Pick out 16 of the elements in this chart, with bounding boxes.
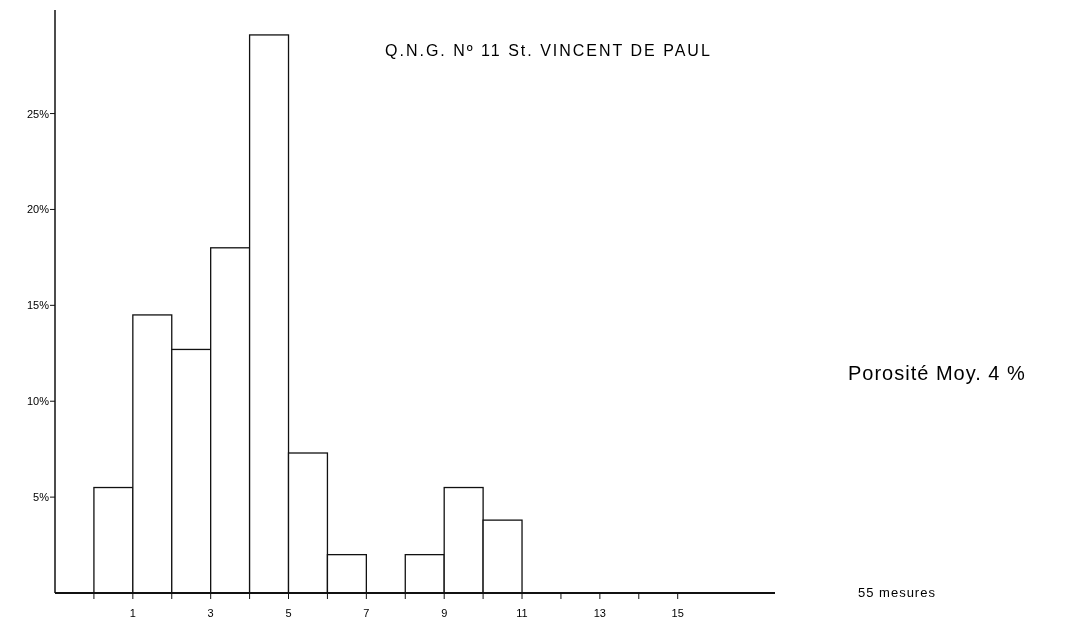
y-tick-label: 20% — [26, 203, 50, 216]
x-tick-label: 11 — [516, 607, 528, 619]
x-tick-label: 1 — [129, 607, 136, 619]
x-tick-label: 3 — [207, 607, 214, 619]
text: Porosité Moy. 4 % — [848, 362, 1026, 384]
y-tick-label: 15% — [26, 299, 50, 312]
y-tick-label: 25% — [26, 107, 50, 120]
x-tick-label: 7 — [363, 607, 370, 619]
y-tick-label: 5% — [33, 491, 50, 504]
text: 55 mesures — [858, 585, 936, 600]
x-tick-label: 13 — [593, 607, 606, 619]
text: Q.N.G. Nº 11 St. VINCENT DE PAUL — [385, 42, 712, 59]
x-tick-label: 15 — [671, 607, 684, 619]
y-tick-label: 10% — [26, 395, 50, 408]
x-tick-label: 9 — [441, 607, 448, 619]
x-tick-label: 5 — [285, 607, 292, 619]
